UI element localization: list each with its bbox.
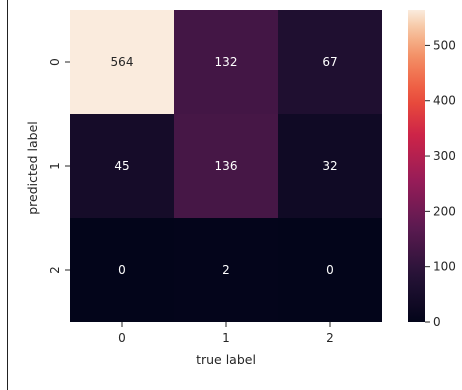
cell-value-label-1-1: 136 (215, 159, 238, 173)
heatmap-cell-2-2 (278, 218, 382, 322)
left-frame-border (7, 0, 8, 390)
heatmap-cell-labels: 564 132 67 45 136 32 0 2 0 (111, 55, 338, 277)
y-axis-ticks: 0 1 2 (48, 58, 70, 274)
heatmap-cells (70, 10, 382, 322)
cell-value-label-0-0: 564 (111, 55, 134, 69)
y-tick-label-2: 2 (48, 266, 62, 274)
cell-value-label-2-1: 2 (222, 263, 230, 277)
colorbar-gradient (408, 10, 425, 322)
colorbar-tick-label-0: 0 (433, 315, 441, 329)
x-axis-ticks: 0 1 2 (118, 322, 334, 345)
cell-value-label-2-2: 0 (326, 263, 334, 277)
x-tick-label-2: 2 (326, 331, 334, 345)
colorbar-tick-label-300: 300 (433, 149, 456, 163)
colorbar (408, 10, 425, 322)
cell-value-label-2-0: 0 (118, 263, 126, 277)
heatmap-cell-0-1 (174, 10, 278, 114)
colorbar-tick-label-400: 400 (433, 94, 456, 108)
y-tick-label-0: 0 (48, 58, 62, 66)
x-tick-label-1: 1 (222, 331, 230, 345)
heatmap-cell-0-0 (70, 10, 174, 114)
y-tick-label-1: 1 (48, 162, 62, 170)
colorbar-tick-label-500: 500 (433, 38, 456, 52)
colorbar-tick-label-200: 200 (433, 204, 456, 218)
colorbar-ticks: 0 100 200 300 400 500 (425, 38, 456, 329)
heatmap-cell-1-0 (70, 114, 174, 218)
heatmap-cell-0-2 (278, 10, 382, 114)
cell-value-label-0-1: 132 (215, 55, 238, 69)
heatmap-cell-1-2 (278, 114, 382, 218)
heatmap-cell-2-1 (174, 218, 278, 322)
cell-value-label-1-2: 32 (322, 159, 337, 173)
cell-value-label-1-0: 45 (114, 159, 129, 173)
heatmap-cell-1-1 (174, 114, 278, 218)
chart-title-clipped: ‾ ‾‾‾‾ ‾‾‾‾‾‾‾ ‾ (179, 0, 270, 7)
x-tick-label-0: 0 (118, 331, 126, 345)
y-axis-label: predicted label (25, 121, 40, 215)
x-axis-label: true label (196, 352, 256, 367)
heatmap-cell-2-0 (70, 218, 174, 322)
colorbar-tick-label-100: 100 (433, 260, 456, 274)
cell-value-label-0-2: 67 (322, 55, 337, 69)
